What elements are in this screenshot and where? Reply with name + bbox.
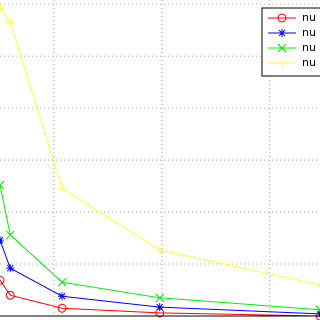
plot-area — [0, 4, 320, 320]
series-line — [0, 279, 320, 317]
legend-label: nu — [302, 26, 316, 39]
marker — [58, 292, 67, 301]
marker — [58, 184, 67, 193]
marker — [0, 180, 5, 190]
legend-label: nu — [302, 56, 316, 69]
marker — [277, 13, 287, 23]
legend-label: nu — [302, 41, 316, 54]
marker — [315, 305, 320, 315]
marker — [316, 280, 320, 289]
legend-label: nu — [302, 11, 316, 24]
legend-box — [261, 7, 320, 77]
marker — [0, 275, 5, 285]
marker — [155, 303, 164, 312]
marker — [5, 230, 15, 240]
marker — [278, 59, 286, 67]
marker — [155, 245, 164, 254]
marker — [57, 303, 67, 313]
marker — [5, 290, 15, 300]
marker — [278, 29, 286, 37]
marker — [57, 277, 67, 287]
legend: nu nu nu nu — [261, 7, 320, 77]
marker — [6, 18, 15, 27]
marker — [0, 4, 4, 13]
marker — [277, 43, 287, 53]
marker — [6, 264, 15, 273]
marker — [155, 293, 165, 303]
